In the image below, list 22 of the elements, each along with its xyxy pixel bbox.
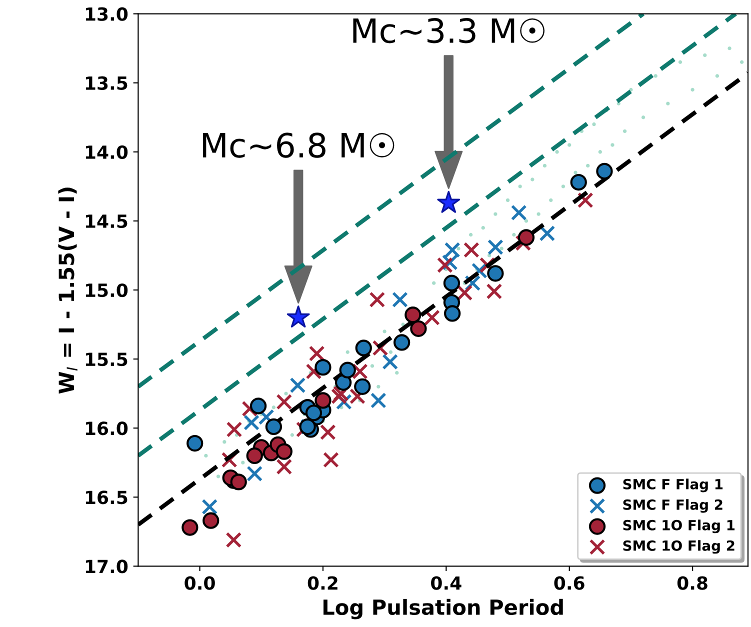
y-tick-label: 13.5	[86, 76, 128, 90]
y-tick-label: 14.5	[86, 214, 128, 228]
y-tick-label: 17.0	[86, 560, 128, 574]
legend-label: SMC F Flag 1	[623, 478, 723, 492]
annotation: Mc~6.8 M☉	[202, 132, 394, 158]
legend-label: SMC 1O Flag 1	[623, 520, 735, 534]
x-tick-label: 0.0	[184, 576, 215, 590]
y-tick-label: 16.5	[86, 490, 128, 504]
y-tick-label: 15.0	[86, 283, 128, 298]
y-tick-label: 15.5	[86, 352, 128, 366]
y-axis-title: W$_{I}$ = I - 1.55(V - I)	[58, 188, 78, 394]
legend-label: SMC 1O Flag 2	[623, 540, 734, 554]
x-axis-title: Log Pulsation Period	[324, 598, 563, 620]
y-tick-label: 14.0	[86, 145, 128, 160]
x-tick-label: 0.8	[677, 576, 708, 590]
x-tick-label: 0.6	[554, 576, 584, 590]
annotation: Mc~3.3 M☉	[353, 18, 544, 44]
y-tick-label: 16.0	[86, 422, 128, 436]
x-tick-label: 0.2	[308, 576, 338, 590]
y-tick-label: 13.0	[86, 7, 128, 21]
legend-label: SMC F Flag 2	[623, 499, 722, 513]
x-tick-label: 0.4	[431, 576, 462, 590]
